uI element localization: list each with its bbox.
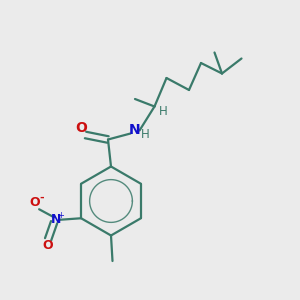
Text: H: H [158, 105, 167, 119]
Text: O: O [75, 122, 87, 135]
Text: O: O [29, 196, 40, 209]
Text: N: N [129, 124, 141, 137]
Text: O: O [42, 239, 53, 252]
Text: H: H [140, 128, 149, 142]
Text: N: N [50, 213, 61, 226]
Text: -: - [39, 193, 44, 203]
Text: +: + [57, 211, 64, 220]
